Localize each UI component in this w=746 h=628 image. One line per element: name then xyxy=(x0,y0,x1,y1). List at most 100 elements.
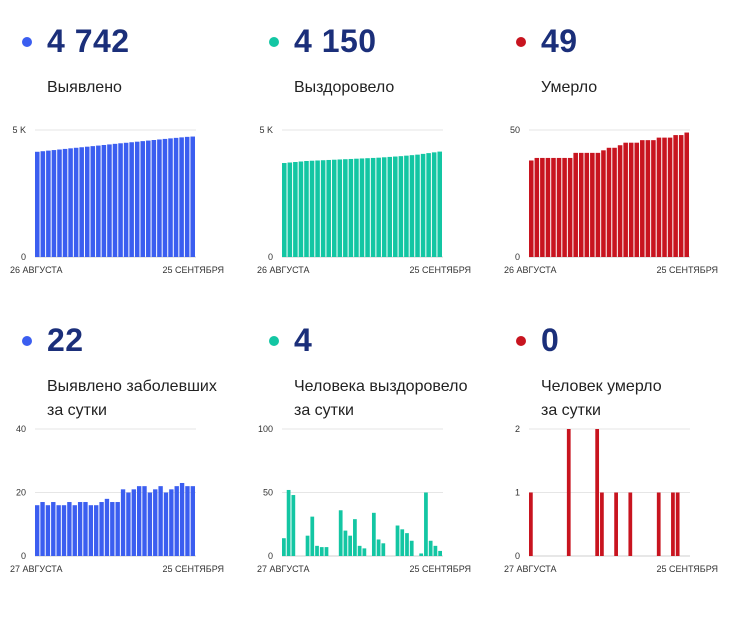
bar xyxy=(190,136,195,257)
legend-dot-icon xyxy=(269,37,279,47)
bar xyxy=(590,152,595,257)
x-end-label: 25 СЕНТЯБРЯ xyxy=(409,564,471,574)
bar xyxy=(118,143,123,257)
bar xyxy=(142,486,147,556)
bar xyxy=(409,155,415,257)
bar xyxy=(545,157,551,257)
y-tick-label: 0 xyxy=(21,252,26,262)
recovered-daily-panel: 4 Человека выздоровело за сутки 0 50 100 27 АВ… xyxy=(247,299,493,599)
bar xyxy=(305,535,310,556)
label-line: за сутки xyxy=(47,402,107,419)
confirmed-total-panel: 4 742 Выявлено 0 5 K 26 АВГУСТА 25 СЕНТЯБРЯ xyxy=(0,0,246,300)
bar xyxy=(326,159,331,257)
bar xyxy=(623,142,628,257)
bar xyxy=(612,147,617,257)
bar xyxy=(140,141,146,257)
bar xyxy=(319,547,324,556)
bar xyxy=(628,142,634,257)
y-tick-label: 50 xyxy=(510,125,520,135)
bar xyxy=(566,429,571,556)
x-start-label: 27 АВГУСТА xyxy=(257,564,310,574)
bar xyxy=(438,550,442,556)
recovered-total-value: 4 150 xyxy=(294,23,377,59)
x-end-label: 25 СЕНТЯБРЯ xyxy=(162,564,224,574)
bar xyxy=(56,505,61,556)
bar xyxy=(40,151,46,257)
y-tick-label: 2 xyxy=(515,424,520,434)
bar xyxy=(163,492,169,556)
bar xyxy=(129,142,134,257)
bar xyxy=(398,156,404,257)
bar xyxy=(287,162,293,257)
bar xyxy=(628,492,633,556)
recovered-daily-label: Человека выздоровело за сутки xyxy=(294,375,467,423)
y-tick-label: 0 xyxy=(268,551,273,561)
label-line: Умерло xyxy=(541,79,598,96)
confirmed-total-chart: 0 5 K 26 АВГУСТА 25 СЕНТЯБРЯ xyxy=(10,125,224,275)
legend-dot-icon xyxy=(269,336,279,346)
bar xyxy=(409,540,414,556)
bar xyxy=(343,530,348,556)
y-tick-label: 5 K xyxy=(259,125,273,135)
bar xyxy=(286,489,291,556)
recovered-total-chart: 0 5 K 26 АВГУСТА 25 СЕНТЯБРЯ xyxy=(257,125,471,275)
bar xyxy=(640,140,645,257)
label-line: Выявлено xyxy=(47,79,122,96)
label-line: за сутки xyxy=(294,402,354,419)
bar xyxy=(419,553,424,556)
bar xyxy=(174,486,179,556)
bar xyxy=(617,145,623,257)
bar xyxy=(158,486,163,556)
bar xyxy=(348,158,354,257)
x-end-label: 25 СЕНТЯБРЯ xyxy=(162,265,224,275)
bar xyxy=(651,140,656,257)
bar xyxy=(62,148,68,257)
legend-dot-icon xyxy=(22,336,32,346)
bar xyxy=(393,156,398,257)
recovered-total-panel: 4 150 Выздоровело 0 5 K 26 АВГУСТА 25 СЕНТЯБР… xyxy=(247,0,493,300)
bar xyxy=(415,154,420,257)
bar xyxy=(675,492,680,556)
confirmed-daily-chart: 0 20 40 27 АВГУСТА 25 СЕНТЯБРЯ xyxy=(10,424,224,574)
bar xyxy=(362,548,367,556)
deaths-total-value: 49 xyxy=(541,23,578,59)
bar xyxy=(357,545,362,556)
bar xyxy=(61,505,67,556)
bar xyxy=(595,429,600,556)
confirmed-total-value: 4 742 xyxy=(47,23,130,59)
bar xyxy=(656,137,662,257)
bar xyxy=(381,543,386,556)
x-start-label: 26 АВГУСТА xyxy=(257,265,310,275)
deaths-daily-value: 0 xyxy=(541,322,560,358)
bar xyxy=(120,489,126,556)
bar xyxy=(614,492,618,556)
bar xyxy=(126,492,131,556)
confirmed-daily-panel: 22 Выявлено заболевших за сутки 0 20 40 27 АВГ… xyxy=(0,299,246,599)
bar xyxy=(420,153,426,257)
bar xyxy=(40,502,45,556)
label-line: Человека выздоровело xyxy=(294,378,468,395)
bar xyxy=(35,505,40,556)
bar xyxy=(529,492,533,556)
bar xyxy=(51,150,57,257)
y-tick-label: 40 xyxy=(16,424,26,434)
bar xyxy=(147,492,153,556)
deaths-daily-panel: 0 Человек умерло за сутки 0 1 2 27 АВГУСТА 25 С… xyxy=(494,299,740,599)
bar xyxy=(104,498,110,556)
y-tick-label: 0 xyxy=(515,252,520,262)
bar xyxy=(551,157,556,257)
bar xyxy=(179,137,184,257)
bar xyxy=(337,159,343,257)
deaths-total-label: Умерло xyxy=(541,76,597,100)
bar xyxy=(381,157,387,257)
bar xyxy=(584,152,590,257)
bar xyxy=(684,132,689,257)
bar xyxy=(354,158,359,257)
y-tick-label: 0 xyxy=(515,551,520,561)
bar xyxy=(293,162,298,257)
bar xyxy=(146,140,151,257)
bar xyxy=(365,158,370,257)
bar xyxy=(179,482,185,556)
bar xyxy=(600,492,604,556)
x-end-label: 25 СЕНТЯБРЯ xyxy=(409,265,471,275)
